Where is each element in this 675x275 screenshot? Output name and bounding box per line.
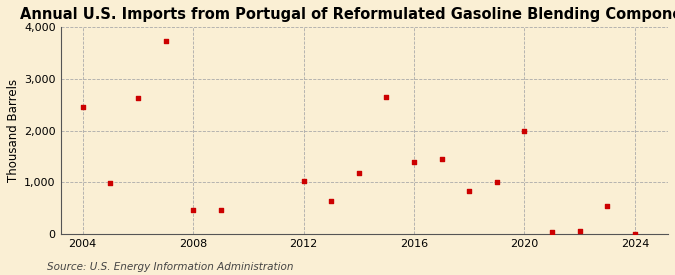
Point xyxy=(630,232,641,236)
Point xyxy=(602,204,613,208)
Text: Source: U.S. Energy Information Administration: Source: U.S. Energy Information Administ… xyxy=(47,262,294,272)
Title: Annual U.S. Imports from Portugal of Reformulated Gasoline Blending Components: Annual U.S. Imports from Portugal of Ref… xyxy=(20,7,675,22)
Point xyxy=(188,208,198,212)
Point xyxy=(491,180,502,185)
Point xyxy=(519,128,530,133)
Point xyxy=(354,171,364,176)
Point xyxy=(160,39,171,43)
Y-axis label: Thousand Barrels: Thousand Barrels xyxy=(7,79,20,182)
Point xyxy=(298,179,309,183)
Point xyxy=(436,156,447,161)
Point xyxy=(381,94,392,99)
Point xyxy=(77,105,88,109)
Point xyxy=(464,189,475,193)
Point xyxy=(326,199,337,204)
Point xyxy=(547,229,558,234)
Point xyxy=(132,95,143,100)
Point xyxy=(215,208,226,212)
Point xyxy=(408,160,419,164)
Point xyxy=(574,229,585,233)
Point xyxy=(105,181,115,186)
